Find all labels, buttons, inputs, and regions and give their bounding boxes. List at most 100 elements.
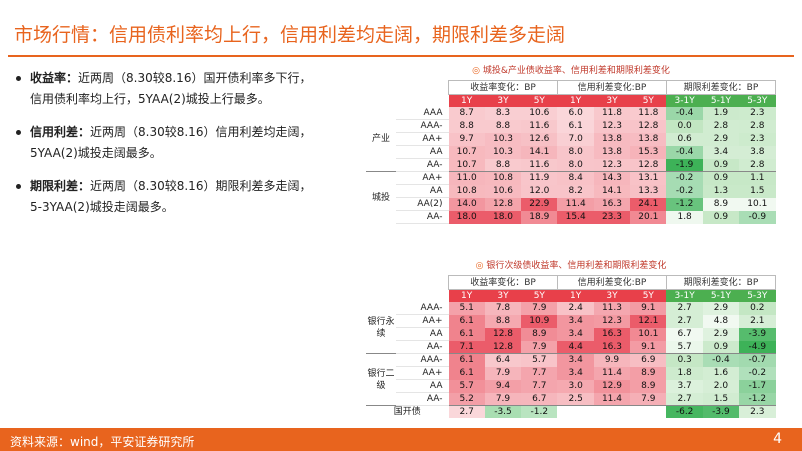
data-row: AA- 10.7 8.8 11.6 8.0 12.3 12.8 -1.9 0.9 2.8 [366,158,776,172]
cell: 1.8 [666,366,703,380]
group-header: 收益率变化：BP [448,275,558,290]
cell: -3.5 [484,405,522,418]
cell: 20.1 [630,210,667,224]
cell: 7.8 [484,302,522,315]
cell: 0.3 [666,353,703,367]
cell: 8.9 [630,366,667,380]
cell: 14.1 [521,145,558,159]
cell: 1.8 [666,210,703,224]
blank [366,276,396,290]
source-note: 资料来源：wind，平安证券研究所 [10,435,195,449]
sub-header: 5Y [521,94,558,107]
footer-bar [0,428,802,451]
data-table: 收益率变化：BP 信用利差变化:BP 期限利差变化：BP 1Y 3Y 5Y 1Y 3Y 5Y 3-… [366,275,777,418]
rating: AA+ [396,314,449,328]
cell: 24.1 [630,197,667,211]
cell: 5.2 [448,392,485,406]
cell: 18.9 [521,210,558,224]
cell: 14.0 [448,197,485,211]
bullet-label: 收益率： [30,71,79,85]
cell: 3.4 [702,145,740,159]
data-row: AA 5.7 9.4 7.7 3.0 12.9 8.9 3.7 2.0 -1.7 [366,379,776,393]
cell: 7.9 [630,392,667,406]
cell: 6.1 [448,366,485,380]
data-row: AA 6.1 12.8 8.9 3.4 16.3 10.1 6.7 2.9 -3.9 [366,327,776,341]
sub-header: 1Y [448,289,485,302]
cell: 7.7 [521,366,558,380]
cell: 11.4 [593,366,631,380]
rating: AA+ [396,171,449,185]
sub-header: 5-1Y [702,289,740,302]
rating: AAA- [396,119,449,133]
cell: -0.2 [666,184,703,198]
cell: 1.1 [739,171,776,185]
cell: 12.8 [484,327,522,341]
cell: 2.7 [666,302,703,315]
rating: AA- [396,210,449,224]
cell: 8.8 [448,119,485,133]
data-row: AA 10.7 10.3 14.1 8.0 13.8 15.3 -0.4 3.4 3.8 [366,145,776,159]
cell: 10.1 [630,327,667,341]
cell: 16.3 [593,197,631,211]
cell: 4.8 [702,314,740,328]
table-title: 城投&产业债收益率、信用利差和期限利差变化 [366,62,776,80]
cell: -4.9 [739,340,776,354]
sub-header: 1Y [557,289,594,302]
cell: 9.7 [448,132,485,146]
bullet: 收益率：近两周（8.30较8.16）国开债利率多下行，信用债利率均上行，5YAA… [14,68,314,110]
sub-header: 5Y [630,289,667,302]
rating: AA(2) [396,197,449,211]
cell: 0.9 [702,340,740,354]
cell: 7.1 [448,340,485,354]
data-row: AA(2) 14.0 12.8 22.9 11.4 16.3 24.1 -1.2 8.9 10.1 [366,197,776,211]
cell: 7.9 [484,392,522,406]
cell: 10.3 [484,132,522,146]
cell: -0.4 [666,145,703,159]
cell: 6.1 [448,353,485,367]
cell: 5.7 [448,379,485,393]
slide-title: 市场行情：信用债利率均上行，信用利差均走阔，期限利差多走阔 [14,24,566,46]
cell: 10.6 [521,107,558,120]
cell: 2.0 [702,379,740,393]
cell: -0.9 [739,210,776,224]
cell: 0.9 [702,158,740,172]
cell: 2.8 [739,119,776,133]
cell: -1.2 [739,392,776,406]
cell: 7.9 [484,366,522,380]
bullet-text: 近两周（8.30较8.16）信用利差均走阔，5YAA(2)城投走阔最多。 [30,125,312,160]
group-header: 期限利差变化：BP [665,80,777,95]
data-row: 国开债 2.7 -3.5 -1.2 -6.2 -3.9 2.3 [366,405,776,418]
group-name: 城投 [366,171,396,224]
cell: 16.3 [593,340,631,354]
sub-header: 5-3Y [739,94,776,107]
blank [366,95,396,108]
cell: 12.3 [593,158,631,172]
blank [396,95,449,108]
cell: 2.1 [739,314,776,328]
cell: 11.3 [593,302,631,315]
data-row: 产业 AAA 8.7 8.3 10.6 6.0 11.8 11.8 -0.4 1.9 2.3 [366,107,776,144]
cell: 18.0 [484,210,522,224]
group-header: 期限利差变化：BP [665,275,777,290]
cell: -3.9 [739,327,776,341]
sub-header: 3Y [484,289,522,302]
data-row: 城投 AA+ 11.0 10.8 11.9 8.4 14.3 13.1 -0.2 0.9 1.1 [366,171,776,224]
cell: 8.0 [557,158,594,172]
rating: AA [396,145,449,159]
cell: 13.3 [630,184,667,198]
cell: 7.9 [521,302,558,315]
bullet-text: 近两周（8.30较8.16）期限利差多走阔，5-3YAA(2)城投走阔最多。 [30,179,312,214]
sub-header: 1Y [557,94,594,107]
cell: 5.7 [521,353,558,367]
bullet: 期限利差：近两周（8.30较8.16）期限利差多走阔，5-3YAA(2)城投走阔… [14,176,314,218]
cell: -0.2 [666,171,703,185]
data-row: AA+ 6.1 7.9 7.7 3.4 11.4 8.9 1.8 1.6 -0.2 [366,366,776,380]
cell: 23.3 [593,210,631,224]
sub-header: 5-3Y [739,289,776,302]
cell: 3.4 [557,353,594,367]
cell: 2.8 [702,119,740,133]
cell: 7.9 [521,340,558,354]
data-row: 银行二级 AAA- 6.1 6.4 5.7 3.4 9.9 6.9 0.3 -0.4 -0.7 [366,353,776,406]
sub-header: 5Y [630,94,667,107]
cell: 3.8 [739,145,776,159]
